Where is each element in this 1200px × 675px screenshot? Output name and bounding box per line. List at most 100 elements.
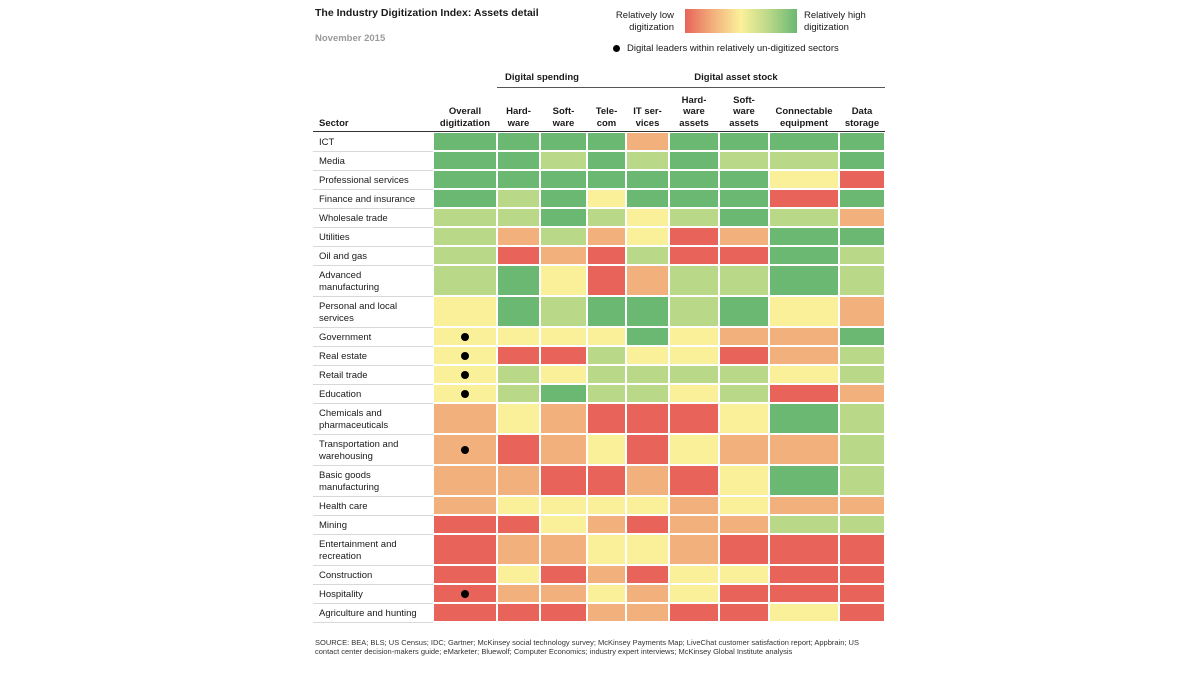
row-separator: [313, 565, 433, 566]
heatmap-cell: [498, 347, 539, 364]
heatmap-cell: [720, 566, 768, 583]
heatmap-cell: [840, 604, 884, 621]
heatmap-cell: [498, 209, 539, 226]
heatmap-cell: [670, 516, 718, 533]
leader-dot: [461, 590, 469, 598]
heatmap-cell: [627, 266, 668, 295]
heatmap-cell: [498, 133, 539, 150]
heatmap-cell: [627, 566, 668, 583]
column-header: IT ser- vices: [633, 106, 662, 129]
heatmap-cell: [588, 535, 625, 564]
heatmap-cell: [770, 404, 838, 433]
heatmap-cell: [588, 347, 625, 364]
heatmap-cell: [541, 385, 586, 402]
heatmap-cell: [588, 171, 625, 188]
heatmap-cell: [720, 466, 768, 495]
sector-label: Wholesale trade: [319, 212, 388, 224]
heatmap-cell: [770, 566, 838, 583]
sector-label: Entertainment and recreation: [319, 538, 397, 562]
heatmap-cell: [588, 266, 625, 295]
heatmap-cell: [670, 466, 718, 495]
heatmap-cell: [720, 347, 768, 364]
heatmap-cell: [588, 604, 625, 621]
heatmap-cell: [541, 152, 586, 169]
heatmap-cell: [840, 171, 884, 188]
row-separator: [313, 603, 433, 604]
heatmap-cell: [720, 266, 768, 295]
heatmap-cell: [541, 435, 586, 464]
heatmap-cell: [840, 516, 884, 533]
heatmap-cell: [434, 190, 496, 207]
row-separator: [313, 170, 433, 171]
column-header: Hard- ware assets: [679, 94, 709, 129]
leader-dot-icon: [613, 45, 620, 52]
sector-label: Hospitality: [319, 588, 363, 600]
heatmap-cell: [840, 328, 884, 345]
row-separator: [313, 265, 433, 266]
heatmap-cell: [840, 297, 884, 326]
heatmap-cell: [541, 328, 586, 345]
heatmap-cell: [840, 535, 884, 564]
column-header: Tele- com: [595, 106, 618, 129]
heatmap-cell: [498, 328, 539, 345]
heatmap-cell: [588, 366, 625, 383]
leader-dot: [461, 446, 469, 454]
heatmap-cell: [840, 190, 884, 207]
sector-label: Basic goods manufacturing: [319, 469, 380, 493]
heatmap-cell: [840, 347, 884, 364]
heatmap-cell: [840, 435, 884, 464]
heatmap-cell: [720, 152, 768, 169]
heatmap-cell: [498, 152, 539, 169]
heatmap-cell: [498, 266, 539, 295]
heatmap-cell: [840, 466, 884, 495]
heatmap-cell: [541, 347, 586, 364]
group-label-spending: Digital spending: [505, 72, 579, 83]
group-label-asset-stock: Digital asset stock: [694, 72, 778, 83]
leader-dot: [461, 371, 469, 379]
row-separator: [313, 296, 433, 297]
heatmap-cell: [770, 585, 838, 602]
heatmap-cell: [627, 604, 668, 621]
column-header: Soft- ware: [552, 106, 575, 129]
row-separator: [313, 496, 433, 497]
group-line-spending: [497, 87, 587, 88]
heatmap-cell: [627, 466, 668, 495]
sector-label: Real estate: [319, 350, 368, 362]
heatmap-cell: [770, 516, 838, 533]
row-separator: [313, 327, 433, 328]
heatmap-cell: [840, 266, 884, 295]
heatmap-cell: [498, 171, 539, 188]
sector-label: Chemicals and pharmaceuticals: [319, 407, 389, 431]
heatmap-cell: [770, 466, 838, 495]
heatmap-cell: [541, 266, 586, 295]
heatmap-cell: [840, 497, 884, 514]
header-rule: [313, 131, 885, 132]
heatmap-cell: [840, 566, 884, 583]
heatmap-cell: [541, 566, 586, 583]
heatmap-cell: [720, 228, 768, 245]
row-separator: [313, 346, 433, 347]
heatmap-cell: [720, 297, 768, 326]
heatmap-cell: [670, 228, 718, 245]
heatmap-cell: [840, 366, 884, 383]
heatmap-cell: [541, 535, 586, 564]
heatmap-cell: [670, 604, 718, 621]
heatmap-cell: [627, 516, 668, 533]
group-line-asset-stock: [587, 87, 885, 88]
row-separator: [313, 622, 433, 623]
heatmap-cell: [498, 604, 539, 621]
chart-subtitle: November 2015: [315, 33, 386, 44]
heatmap-cell: [720, 328, 768, 345]
heatmap-cell: [627, 297, 668, 326]
heatmap-cell: [720, 209, 768, 226]
heatmap-cell: [720, 133, 768, 150]
heatmap-cell: [541, 516, 586, 533]
heatmap-cell: [627, 228, 668, 245]
sector-label: Oil and gas: [319, 250, 368, 262]
heatmap-cell: [627, 385, 668, 402]
heatmap-cell: [720, 516, 768, 533]
heatmap-cell: [670, 247, 718, 264]
heatmap-cell: [670, 566, 718, 583]
heatmap-cell: [498, 497, 539, 514]
heatmap-cell: [770, 297, 838, 326]
